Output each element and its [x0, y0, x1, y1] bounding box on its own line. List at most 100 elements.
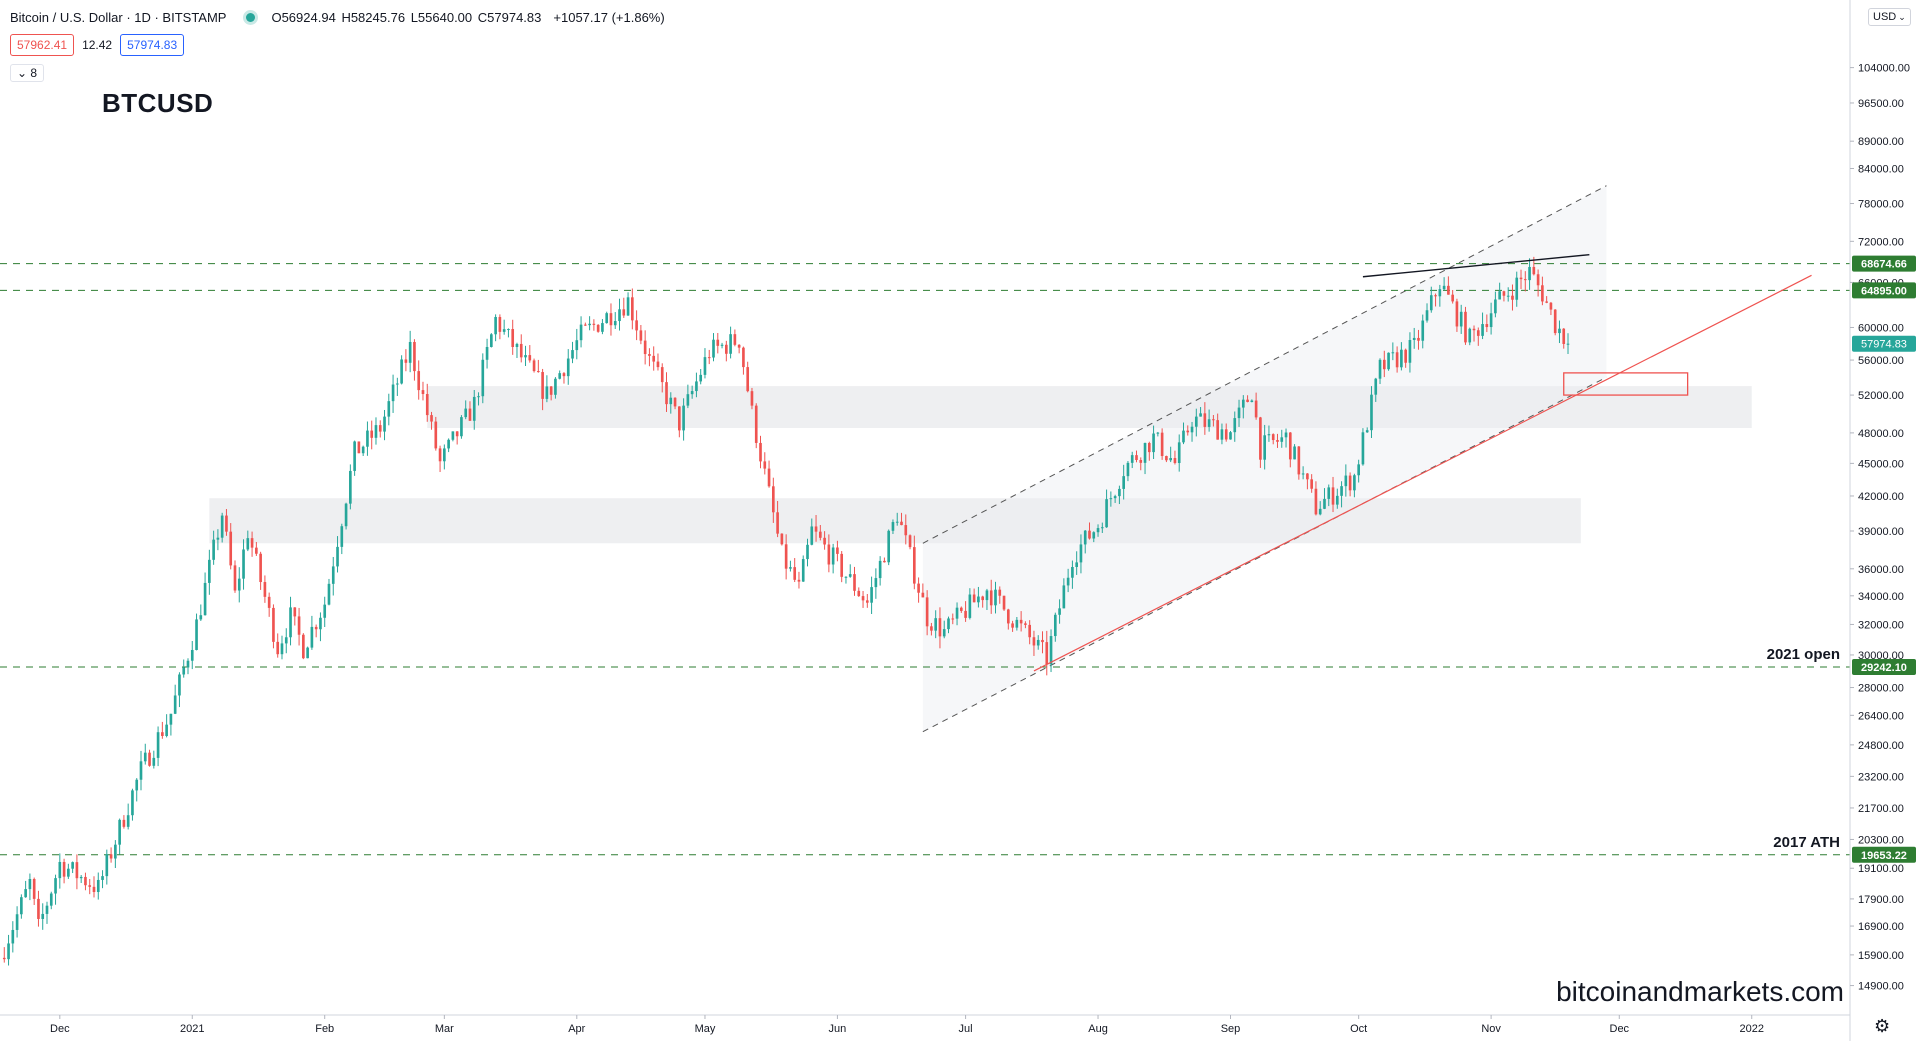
candle — [1212, 415, 1215, 427]
candle-body — [883, 560, 886, 563]
candle-body — [190, 649, 194, 661]
candle-body — [186, 660, 190, 668]
candle — [1549, 301, 1553, 316]
candle-body — [1062, 585, 1066, 609]
candle — [912, 535, 916, 590]
candle-body — [831, 547, 835, 565]
candle — [1306, 473, 1309, 490]
x-tick-label: Mar — [435, 1023, 454, 1035]
candle — [1455, 298, 1459, 332]
candle-body — [7, 943, 10, 960]
sell-button[interactable]: 57962.41 — [10, 34, 75, 56]
candle — [1267, 425, 1271, 442]
candle — [1237, 399, 1241, 427]
candle-body — [331, 566, 335, 584]
y-tick-label: 104000.00 — [1858, 63, 1910, 75]
candle-body — [289, 607, 292, 638]
candle — [1288, 432, 1292, 468]
candle-body — [15, 914, 19, 930]
candle-body — [652, 355, 656, 362]
candle-body — [1019, 619, 1023, 624]
candle-body — [1041, 639, 1044, 643]
candle — [989, 579, 993, 614]
candle — [537, 359, 540, 373]
candle-body — [92, 886, 96, 893]
candle-body — [455, 431, 459, 437]
candle-body — [558, 373, 562, 379]
candle-body — [357, 441, 361, 454]
candle-body — [549, 386, 553, 395]
symbol-legend: Bitcoin / U.S. Dollar · 1D · BITSTAMP O5… — [10, 10, 665, 25]
indicators-toggle-button[interactable]: ⌄ 8 — [10, 64, 45, 82]
candle — [793, 558, 797, 583]
candle-body — [1194, 416, 1198, 427]
candle — [900, 512, 903, 526]
candle-body — [912, 547, 916, 584]
candle — [225, 509, 228, 536]
support-trendline — [1033, 274, 1812, 672]
candle — [1194, 408, 1198, 437]
level-price-label: 29242.10 — [1861, 662, 1907, 674]
candle-body — [511, 329, 515, 348]
y-tick-label: 34000.00 — [1858, 591, 1904, 603]
candle — [1412, 327, 1416, 349]
candle — [1476, 327, 1480, 346]
candle-body — [203, 582, 207, 616]
candle — [284, 628, 288, 654]
candle — [173, 684, 177, 715]
candle-body — [472, 396, 476, 421]
currency-select[interactable]: USD ⌄ — [1868, 8, 1911, 26]
candle-body — [310, 626, 314, 648]
candle — [895, 512, 899, 526]
candle — [601, 319, 604, 335]
candle-body — [1528, 266, 1531, 281]
candle — [460, 415, 463, 439]
low-value: L55640.00 — [410, 10, 473, 25]
candle-body — [601, 323, 604, 332]
candle — [152, 750, 156, 769]
candle — [784, 534, 788, 580]
candle-body — [917, 583, 920, 593]
candle-body — [396, 383, 399, 385]
x-tick-label: Dec — [50, 1023, 70, 1035]
candle — [131, 788, 134, 821]
candle — [528, 345, 532, 363]
candle — [947, 616, 950, 634]
candle-body — [391, 384, 395, 402]
candle-body — [1220, 429, 1224, 440]
buy-button[interactable]: 57974.83 — [120, 34, 185, 56]
gear-icon[interactable]: ⚙ — [1874, 1016, 1891, 1036]
symbol-title[interactable]: Bitcoin / U.S. Dollar · 1D · BITSTAMP — [10, 10, 227, 25]
candle-body — [323, 604, 327, 618]
candle-body — [524, 355, 527, 358]
candle-body — [1118, 488, 1121, 497]
y-tick-label: 48000.00 — [1858, 428, 1904, 440]
candle-body — [682, 405, 685, 431]
candle — [596, 324, 600, 333]
candle-body — [981, 596, 985, 601]
x-tick-label: Sep — [1221, 1023, 1241, 1035]
candle — [455, 431, 459, 445]
candle — [361, 445, 365, 457]
candle-body — [20, 897, 23, 915]
candle — [1391, 342, 1395, 361]
candle — [118, 818, 121, 855]
candle-body — [934, 618, 938, 631]
candle — [1489, 302, 1493, 335]
candle — [190, 640, 194, 670]
candle — [92, 876, 96, 898]
candle — [887, 529, 891, 566]
candle-body — [54, 878, 57, 894]
candle — [938, 607, 942, 649]
candle-body — [434, 421, 438, 449]
y-tick-label: 89000.00 — [1858, 136, 1904, 148]
candle — [451, 431, 455, 442]
candle-body — [267, 596, 271, 608]
candle-body — [994, 589, 997, 606]
candle — [255, 541, 258, 556]
y-tick-label: 15900.00 — [1858, 950, 1904, 962]
candle — [750, 387, 754, 410]
candle-body — [28, 879, 32, 890]
